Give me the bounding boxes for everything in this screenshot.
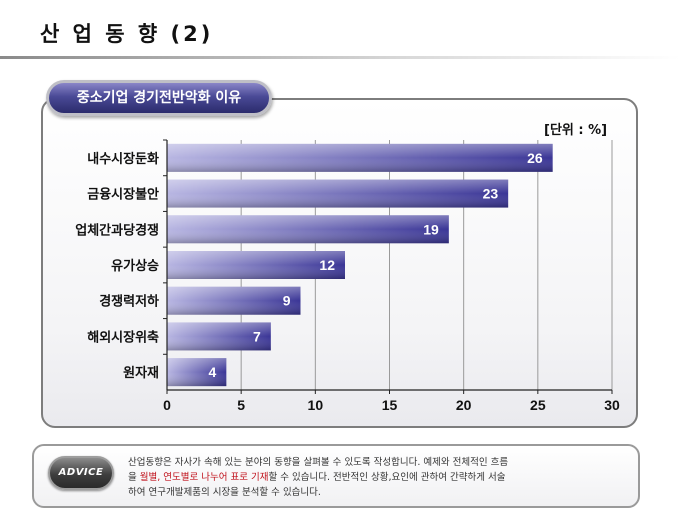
category-label: 경쟁력저하: [99, 294, 159, 310]
bars: 26 23 19 12 9 7 4: [167, 143, 553, 387]
advice-badge-label: ADVICE: [58, 467, 104, 478]
category-label: 금융시장불안: [87, 187, 159, 203]
bar-chart: 26 23 19 12 9 7 4 내수시장둔화금융시장불안업체간과당경쟁유가상승경쟁력저하…: [75, 139, 620, 413]
section-pill: 중소기업 경기전반악화 이유: [46, 80, 272, 116]
advice-line-2: 을 월별, 연도별로 나누어 표로 기재할 수 있습니다. 전반적인 상황,요인…: [128, 470, 628, 485]
bar-shade: [167, 322, 271, 351]
page-title: 산 업 동 향 (2): [40, 22, 214, 46]
section-pill-label: 중소기업 경기전반악화 이유: [76, 90, 242, 106]
x-tick-label: 25: [530, 397, 546, 413]
x-tick-label: 20: [456, 397, 472, 413]
data-label: 26: [527, 150, 543, 166]
data-label: 19: [423, 221, 439, 237]
category-label: 업체간과당경쟁: [75, 222, 159, 238]
data-label: 9: [283, 293, 291, 309]
bar-shade: [167, 179, 509, 208]
x-tick-label: 15: [382, 397, 398, 413]
data-label: 4: [209, 364, 217, 380]
x-tick-label: 5: [237, 397, 245, 413]
bar-shade: [167, 143, 553, 172]
category-label: 유가상승: [111, 259, 159, 274]
tick-labels: 0 5 10 15 20 25 30: [163, 397, 620, 413]
bar-shade: [167, 286, 301, 315]
advice-line-2-pre: 을: [128, 472, 140, 483]
data-label: 12: [319, 257, 335, 273]
bar-shade: [167, 358, 227, 387]
advice-line-3: 하여 연구개발제품의 시장을 분석할 수 있습니다.: [128, 487, 321, 498]
data-label: 7: [253, 328, 261, 344]
data-label: 23: [483, 186, 499, 202]
unit-label: [단위 : %]: [544, 123, 608, 138]
x-tick-label: 30: [604, 397, 620, 413]
category-label: 해외시장위축: [87, 329, 159, 345]
bar-shade: [167, 215, 449, 244]
bar-shade: [167, 251, 345, 279]
advice-box: [32, 444, 640, 508]
advice-line-2-post: 할 수 있습니다. 전반적인 상황,요인에 관하여 간략하게 서술: [268, 472, 506, 483]
advice-line-2-highlight: 월별, 연도별로 나누어 표로 기재: [139, 472, 269, 483]
category-label: 내수시장둔화: [87, 151, 159, 167]
advice-badge: ADVICE: [48, 456, 114, 490]
advice-line-1: 산업동향은 자사가 속해 있는 분야의 동향을 살펴볼 수 있도록 작성합니다.…: [128, 457, 509, 468]
title-underline: [0, 56, 680, 59]
category-label: 원자재: [123, 366, 159, 381]
advice-text: 산업동향은 자사가 속해 있는 분야의 동향을 살펴볼 수 있도록 작성합니다.…: [128, 455, 628, 500]
axes: [163, 139, 613, 394]
x-tick-label: 10: [308, 397, 324, 413]
x-tick-label: 0: [163, 397, 171, 413]
